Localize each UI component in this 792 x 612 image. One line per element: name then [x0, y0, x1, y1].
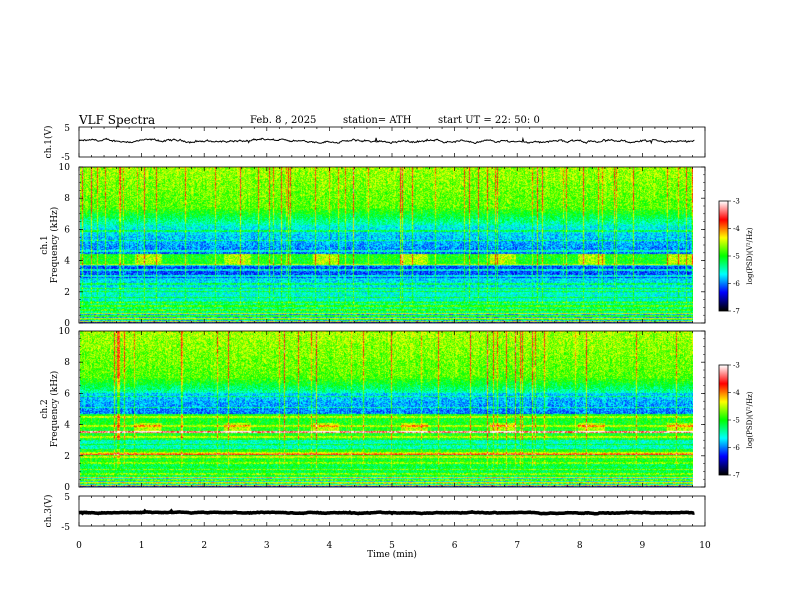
- colorbar-gradient: [719, 365, 728, 475]
- y-tick-label: 8: [64, 358, 70, 368]
- ch1-spectrogram-ylabel-channel: ch.1: [40, 235, 50, 254]
- colorbar-tick-label: -6: [733, 444, 740, 452]
- colorbar-tick-label: -6: [733, 280, 740, 288]
- ch2-spectrogram-ylabel-channel: ch.2: [40, 399, 50, 418]
- y-tick-label: 4: [64, 421, 70, 431]
- ch2-spectrogram-ylabel-frequency: Frequency (kHz): [49, 371, 60, 448]
- y-tick-label: 8: [64, 194, 70, 204]
- colorbar-tick-label: -5: [733, 253, 740, 261]
- ch3-ytick-bottom: -5: [61, 523, 70, 533]
- x-tick-label: 4: [327, 541, 333, 551]
- ch1-waveform-panel: 5 -5 ch.1(V): [43, 124, 706, 163]
- x-tick-label: 7: [514, 541, 520, 551]
- colorbar-tick-label: -4: [733, 389, 740, 397]
- ch1-colorbar-label: log(PSD)(V²/Hz): [746, 227, 754, 284]
- x-tick-label: 2: [201, 541, 207, 551]
- y-tick-label: 0: [64, 319, 70, 329]
- ch1-waveform-ylabel: ch.1(V): [43, 126, 54, 159]
- x-tick-label: 10: [699, 541, 711, 551]
- x-tick-label: 0: [76, 541, 82, 551]
- x-tick-label: 9: [640, 541, 646, 551]
- y-tick-label: 4: [64, 257, 70, 267]
- x-axis-label: Time (min): [367, 549, 417, 560]
- x-axis-tick-labels: 0 1 2 3 4 5 6 7 8 9 10: [76, 541, 711, 551]
- colorbar-tick-label: -7: [733, 308, 740, 316]
- ch3-waveform-ylabel: ch.3(V): [43, 495, 54, 528]
- header-station: station= ATH: [343, 115, 412, 126]
- ch1-waveform-line: [78, 136, 695, 145]
- y-tick-label: 6: [64, 225, 70, 235]
- y-tick-label: 6: [64, 389, 70, 399]
- x-tick-label: 6: [452, 541, 458, 551]
- figure-title: VLF Spectra: [78, 113, 155, 127]
- x-tick-label: 3: [264, 541, 270, 551]
- ch2-colorbar-label: log(PSD)(V²/Hz): [746, 391, 754, 448]
- y-tick-label: 10: [59, 327, 71, 337]
- colorbar-gradient: [719, 201, 728, 311]
- y-tick-label: 2: [64, 288, 70, 298]
- y-tick-label: 2: [64, 452, 70, 462]
- colorbar-tick-label: -7: [733, 472, 740, 480]
- x-tick-label: 5: [389, 541, 395, 551]
- y-tick-label: 10: [59, 163, 71, 173]
- ch3-waveform-line: [78, 508, 695, 516]
- ch1-ytick-top: 5: [64, 124, 70, 134]
- colorbar-tick-label: -4: [733, 225, 740, 233]
- ch3-waveform-panel: 5 -5 ch.3(V): [43, 493, 706, 533]
- colorbar-tick-label: -3: [733, 198, 740, 206]
- ch1-spectrogram-ylabel-frequency: Frequency (kHz): [49, 207, 60, 284]
- colorbar-tick-label: -3: [733, 362, 740, 370]
- header-start-ut: start UT = 22: 50: 0: [438, 115, 540, 126]
- x-tick-label: 1: [139, 541, 145, 551]
- ch3-ytick-top: 5: [64, 493, 70, 503]
- x-tick-label: 8: [577, 541, 583, 551]
- header-date: Feb. 8 , 2025: [250, 115, 316, 126]
- ch2-spectrogram-image: [80, 331, 693, 487]
- ch1-spectrogram-image: [80, 167, 693, 323]
- ch1-ytick-bottom: -5: [61, 153, 70, 163]
- y-tick-label: 0: [64, 483, 70, 493]
- colorbar-tick-label: -5: [733, 417, 740, 425]
